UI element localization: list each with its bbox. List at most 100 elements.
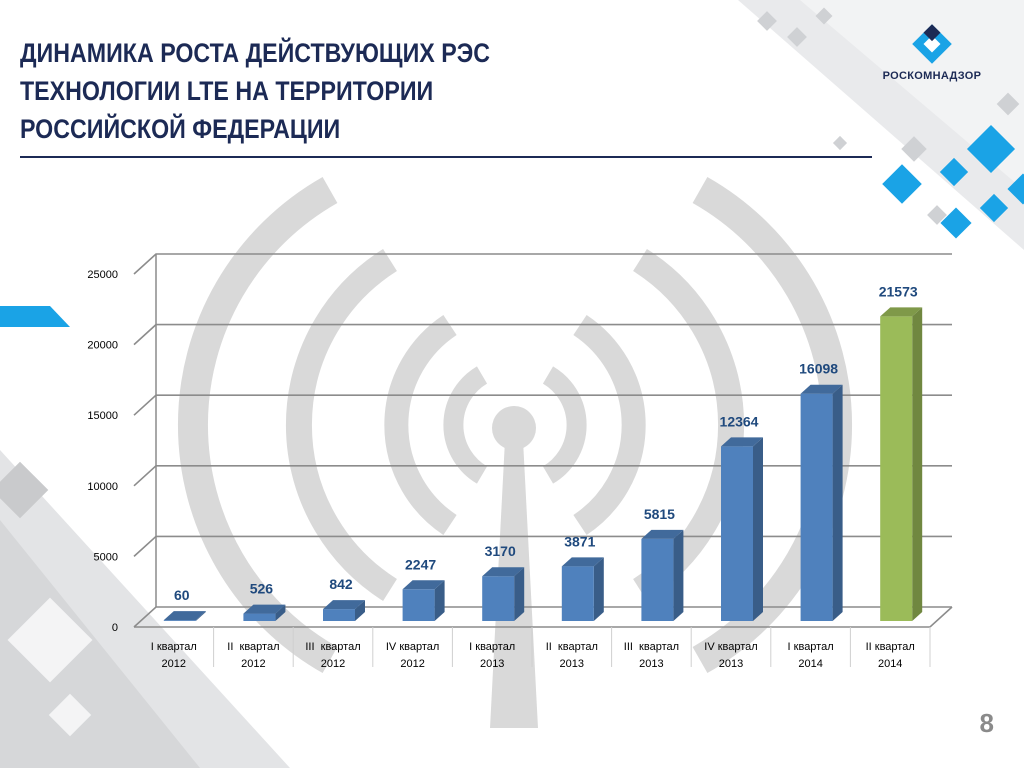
bar-top bbox=[561, 557, 604, 567]
data-label: 16098 bbox=[799, 361, 838, 377]
data-label: 526 bbox=[250, 581, 274, 597]
bar-top bbox=[641, 529, 684, 539]
bar-front bbox=[880, 316, 913, 621]
bar-side bbox=[912, 307, 923, 621]
x-tick-label: 2013 bbox=[719, 658, 743, 670]
bar-top bbox=[243, 604, 286, 614]
y-axis: 0 5000 10000 15000 20000 25000 bbox=[87, 269, 118, 634]
x-tick-label: 2013 bbox=[480, 658, 504, 670]
bar-side bbox=[275, 604, 286, 621]
data-label: 3170 bbox=[485, 543, 516, 559]
x-tick-label: I квартал bbox=[788, 641, 834, 653]
bar-front bbox=[243, 613, 276, 621]
bar-side bbox=[514, 567, 525, 621]
gridline bbox=[133, 253, 952, 275]
bar-top bbox=[402, 580, 445, 590]
x-tick-label: III квартал bbox=[305, 641, 360, 653]
bar bbox=[561, 557, 604, 621]
data-label: 12364 bbox=[720, 413, 759, 429]
bar-front bbox=[800, 393, 833, 621]
gridline bbox=[133, 323, 952, 346]
x-tick-label: II квартал bbox=[227, 641, 279, 653]
left-blue-tab bbox=[0, 306, 70, 327]
slide-title-line: ДИНАМИКА РОСТА ДЕЙСТВУЮЩИХ РЭС bbox=[20, 38, 491, 68]
bar bbox=[641, 529, 684, 621]
bar bbox=[880, 307, 923, 621]
bar-front bbox=[721, 446, 753, 621]
x-tick-label: 2012 bbox=[162, 658, 186, 670]
bar-top bbox=[323, 600, 365, 610]
bar-front bbox=[482, 576, 515, 621]
gridline bbox=[133, 606, 952, 628]
data-label: 5815 bbox=[644, 506, 675, 522]
chart-bars bbox=[163, 307, 923, 621]
bar-side bbox=[434, 580, 445, 621]
data-label: 842 bbox=[329, 576, 353, 592]
x-tick-label: IV квартал bbox=[386, 641, 439, 653]
bar-top bbox=[163, 611, 206, 621]
x-tick-label: IV квартал bbox=[704, 641, 757, 653]
data-label: 3871 bbox=[564, 533, 595, 549]
bar-side bbox=[593, 557, 604, 621]
chart-grid bbox=[133, 253, 953, 628]
x-tick-label: I квартал bbox=[151, 641, 197, 653]
x-tick-label: 2014 bbox=[798, 658, 822, 670]
bar-front bbox=[402, 589, 435, 621]
x-tick-label: 2012 bbox=[400, 658, 424, 670]
page-number: 8 bbox=[979, 708, 994, 738]
bar bbox=[721, 437, 763, 621]
deco-diamond bbox=[7, 597, 93, 683]
antenna-top-watermark bbox=[492, 406, 536, 450]
x-tick-label: II квартал bbox=[866, 641, 915, 653]
bar-side bbox=[753, 437, 763, 621]
bar-front bbox=[163, 620, 196, 621]
bar-top bbox=[800, 384, 843, 394]
x-axis: I квартал 2012 II квартал 2012 III квартал 20… bbox=[151, 627, 931, 670]
x-tick-label: II квартал bbox=[546, 641, 598, 653]
bar-side bbox=[673, 529, 684, 621]
slide-title-line: РОССИЙСКОЙ ФЕДЕРАЦИИ bbox=[20, 114, 341, 144]
roskomnadzor-logo: РОСКОМНАДЗОР bbox=[872, 24, 992, 94]
gridline bbox=[133, 464, 952, 487]
y-tick-label: 25000 bbox=[87, 269, 118, 281]
y-tick-label: 15000 bbox=[87, 410, 118, 422]
data-label: 21573 bbox=[879, 283, 918, 299]
logo-mark-icon bbox=[912, 24, 952, 64]
bar-front bbox=[323, 609, 355, 621]
data-label: 60 bbox=[174, 587, 190, 603]
bar bbox=[800, 384, 843, 621]
gridline bbox=[133, 535, 952, 557]
x-tick-label: 2012 bbox=[321, 658, 345, 670]
x-tick-label: 2013 bbox=[639, 658, 663, 670]
corner-band-top-right-inner bbox=[800, 0, 1024, 190]
bar-front bbox=[561, 566, 594, 621]
y-tick-label: 20000 bbox=[87, 340, 118, 352]
y-tick-label: 0 bbox=[112, 622, 118, 634]
x-tick-label: I квартал bbox=[469, 641, 515, 653]
y-tick-label: 5000 bbox=[94, 551, 118, 563]
data-labels: 60 526 842 2247 3170 3871 5815 12364 16098 21573 bbox=[174, 283, 918, 603]
bar-top bbox=[721, 437, 763, 447]
bar-side bbox=[195, 611, 206, 621]
x-tick-label: 2013 bbox=[560, 658, 584, 670]
bar-side bbox=[355, 600, 365, 621]
x-tick-label: 2014 bbox=[878, 658, 902, 670]
bar-side bbox=[832, 384, 843, 621]
x-tick-label: III квартал bbox=[624, 641, 679, 653]
gridline bbox=[133, 394, 952, 416]
bar bbox=[482, 567, 525, 621]
bar bbox=[323, 600, 365, 621]
y-tick-label: 10000 bbox=[87, 481, 118, 493]
bar bbox=[243, 604, 286, 621]
slide-title-line: ТЕХНОЛОГИИ LTE НА ТЕРРИТОРИИ bbox=[20, 76, 434, 106]
bar bbox=[163, 611, 206, 621]
bar bbox=[402, 580, 445, 621]
corner-band-bottom-left-inner bbox=[0, 520, 200, 768]
data-label: 2247 bbox=[405, 556, 436, 572]
bar-top bbox=[482, 567, 525, 577]
title-underline bbox=[20, 156, 872, 158]
logo-text: РОСКОМНАДЗОР bbox=[882, 70, 982, 82]
bar-front bbox=[641, 538, 674, 621]
x-tick-label: 2012 bbox=[241, 658, 265, 670]
